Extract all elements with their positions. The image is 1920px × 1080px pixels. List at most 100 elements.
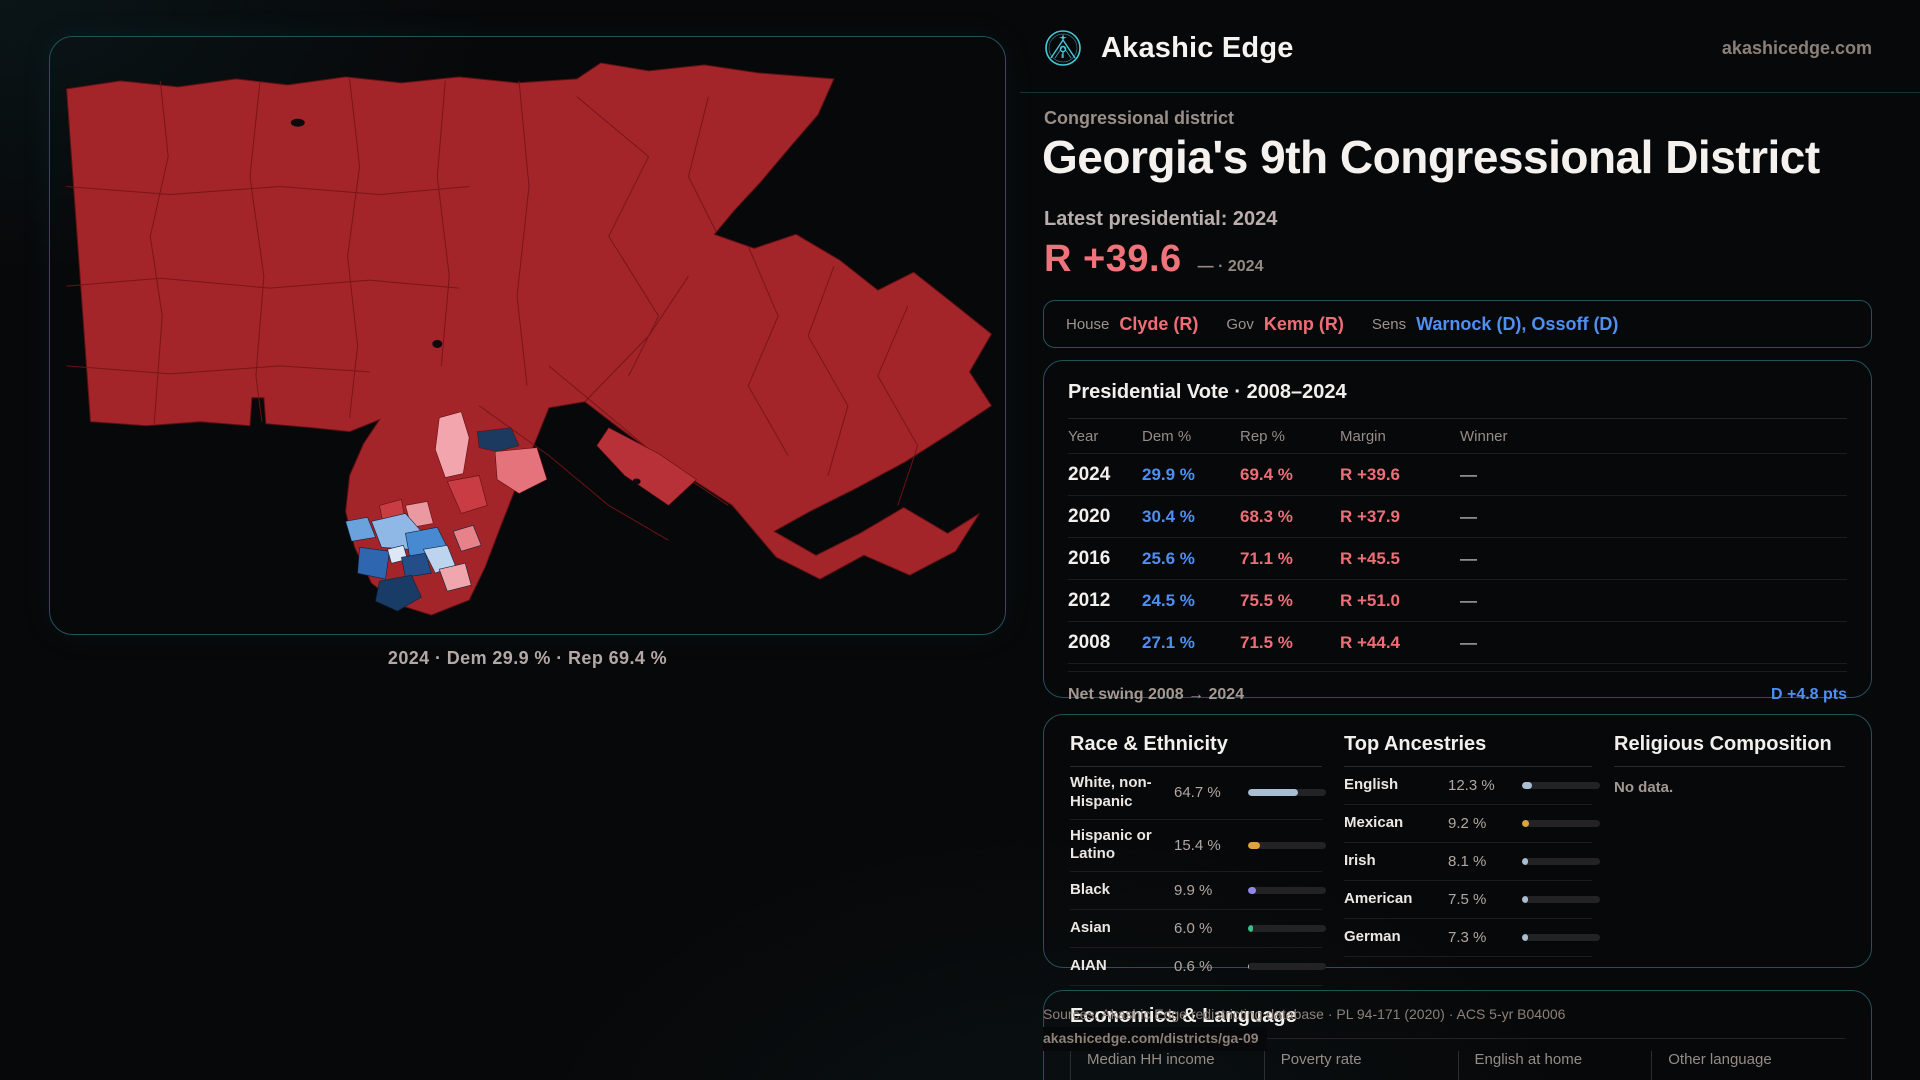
race-bar <box>1248 887 1326 894</box>
economics-card: Economics & Language Median HH income $8… <box>1043 990 1872 1080</box>
presidential-title: Presidential Vote · 2008–2024 <box>1068 381 1347 403</box>
race-value: 15.4 % <box>1174 836 1221 854</box>
col-margin: Margin <box>1340 427 1386 445</box>
ancestry-row: Irish 8.1 % <box>1344 843 1600 881</box>
race-label: AIAN <box>1070 957 1107 975</box>
cell-year: 2012 <box>1068 589 1111 611</box>
col-winner: Winner <box>1460 427 1508 445</box>
race-label: White, non-Hispanic <box>1070 774 1152 810</box>
lakes <box>290 118 641 485</box>
ancestry-label: Irish <box>1344 852 1376 870</box>
cell-margin: R +45.5 <box>1340 548 1401 568</box>
race-value: 9.9 % <box>1174 882 1213 899</box>
divider <box>1070 1038 1845 1039</box>
economics-title: Economics & Language <box>1070 1005 1297 1027</box>
county-borders <box>66 78 919 541</box>
margin-line: R +39.6 — · 2024 <box>1044 238 1263 281</box>
ancestry-value: 8.1 % <box>1448 853 1487 870</box>
cell-margin: R +44.4 <box>1340 632 1401 652</box>
cell-rep: 68.3 % <box>1240 506 1293 526</box>
cell-rep: 69.4 % <box>1240 464 1293 484</box>
religion-section: Religious Composition No data. <box>1614 733 1845 986</box>
senators-names[interactable]: Warnock (D), Ossoff (D) <box>1416 313 1619 334</box>
net-swing-label: Net swing 2008 → 2024 <box>1068 685 1245 703</box>
ancestry-row: German 7.3 % <box>1344 919 1600 957</box>
ancestry-value: 7.3 % <box>1448 929 1487 946</box>
cell-year: 2016 <box>1068 547 1111 569</box>
site-header: Akashic Edge akashicedge.com <box>1043 28 1872 68</box>
economics-stats: Median HH income $82,934 Poverty rate 11… <box>1070 1051 1845 1080</box>
gov-label: Gov <box>1226 315 1254 333</box>
cell-margin: R +51.0 <box>1340 590 1401 610</box>
ancestry-label: American <box>1344 890 1413 908</box>
ancestries-section: Top Ancestries English 12.3 % Mexican 9.… <box>1344 733 1600 986</box>
cell-dem: 27.1 % <box>1142 632 1195 652</box>
demographics-card: Race & Ethnicity White, non-Hispanic 64.… <box>1043 714 1872 986</box>
governor-name[interactable]: Kemp (R) <box>1263 313 1344 334</box>
race-title: Race & Ethnicity <box>1070 733 1322 767</box>
sens-label: Sens <box>1371 315 1407 333</box>
house-rep-name[interactable]: Clyde (R) <box>1119 313 1199 334</box>
religion-empty-state: No data. <box>1614 779 1674 796</box>
cell-year: 2020 <box>1068 505 1111 527</box>
race-row: Hispanic or Latino 15.4 % <box>1070 820 1326 872</box>
ancestries-title: Top Ancestries <box>1344 733 1592 767</box>
permalink[interactable]: akashicedge.com/districts/ga-09 <box>1043 1026 1267 1051</box>
stat-poverty-rate: Poverty rate 11.1 % <box>1263 1051 1458 1080</box>
race-row: Asian 6.0 % <box>1070 910 1326 948</box>
table-row: 2020 30.4 % 68.3 % R +37.9 — <box>1068 495 1847 537</box>
cell-rep: 71.1 % <box>1240 548 1293 568</box>
ancestry-value: 12.3 % <box>1448 777 1495 794</box>
stat-label: English at home <box>1474 1051 1583 1068</box>
house-label: House <box>1066 315 1110 333</box>
col-year: Year <box>1068 427 1099 445</box>
latest-presidential-label: Latest presidential: 2024 <box>1044 208 1278 230</box>
cell-dem: 25.6 % <box>1142 548 1195 568</box>
cell-year: 2008 <box>1068 631 1111 653</box>
race-value: 0.6 % <box>1174 958 1213 975</box>
stat-value: $82,934 <box>1087 1076 1264 1080</box>
race-label: Asian <box>1070 919 1111 937</box>
cell-year: 2024 <box>1068 463 1111 485</box>
cell-margin: R +39.6 <box>1340 464 1401 484</box>
net-swing-value: D +4.8 pts <box>1770 685 1847 703</box>
race-row: White, non-Hispanic 64.7 % <box>1070 767 1326 820</box>
religion-title: Religious Composition <box>1614 733 1845 767</box>
ancestry-value: 9.2 % <box>1448 815 1487 832</box>
brand-name: Akashic Edge <box>1101 31 1294 64</box>
col-rep: Rep % <box>1240 427 1286 445</box>
margin-note: — · 2024 <box>1197 258 1264 275</box>
cell-winner: — <box>1460 632 1477 652</box>
dem-precinct-cluster <box>345 513 482 612</box>
race-row: AIAN 0.6 % <box>1070 948 1326 986</box>
ancestry-value: 7.5 % <box>1448 891 1487 908</box>
table-row: 2016 25.6 % 71.1 % R +45.5 — <box>1068 537 1847 579</box>
cell-winner: — <box>1460 590 1477 610</box>
stat-value: 76.5 % <box>1475 1076 1652 1080</box>
race-value: 6.0 % <box>1174 920 1213 937</box>
cell-margin: R +37.9 <box>1340 506 1401 526</box>
race-bar <box>1248 841 1326 849</box>
ancestry-row: Mexican 9.2 % <box>1344 805 1600 843</box>
officials-bar: House Clyde (R) Gov Kemp (R) Sens Warnoc… <box>1043 300 1872 348</box>
stat-value: 11.1 % <box>1281 1076 1458 1080</box>
stat-value: 23.5 % <box>1668 1076 1845 1080</box>
ancestry-bar <box>1522 896 1600 903</box>
stat-label: Median HH income <box>1087 1051 1215 1068</box>
ancestry-bar <box>1522 782 1600 789</box>
table-row: 2012 24.5 % 75.5 % R +51.0 — <box>1068 579 1847 621</box>
table-row: 2008 27.1 % 71.5 % R +44.4 — <box>1068 621 1847 663</box>
domain-link[interactable]: akashicedge.com <box>1721 37 1872 58</box>
race-bar <box>1248 963 1326 970</box>
race-value: 64.7 % <box>1174 784 1221 802</box>
cell-rep: 71.5 % <box>1240 632 1293 652</box>
net-swing-row: Net swing 2008 → 2024 D +4.8 pts <box>1068 663 1847 717</box>
ancestry-row: English 12.3 % <box>1344 767 1600 805</box>
stat-median-income: Median HH income $82,934 <box>1070 1051 1264 1080</box>
presidential-vote-card: Presidential Vote · 2008–2024 Year Dem %… <box>1043 360 1872 703</box>
ancestry-bar <box>1522 934 1600 941</box>
ancestry-label: Mexican <box>1344 814 1404 832</box>
stat-other-language: Other language 23.5 % <box>1651 1051 1845 1080</box>
district-map-svg[interactable] <box>50 37 1005 634</box>
stat-english-at-home: English at home 76.5 % <box>1457 1051 1652 1080</box>
